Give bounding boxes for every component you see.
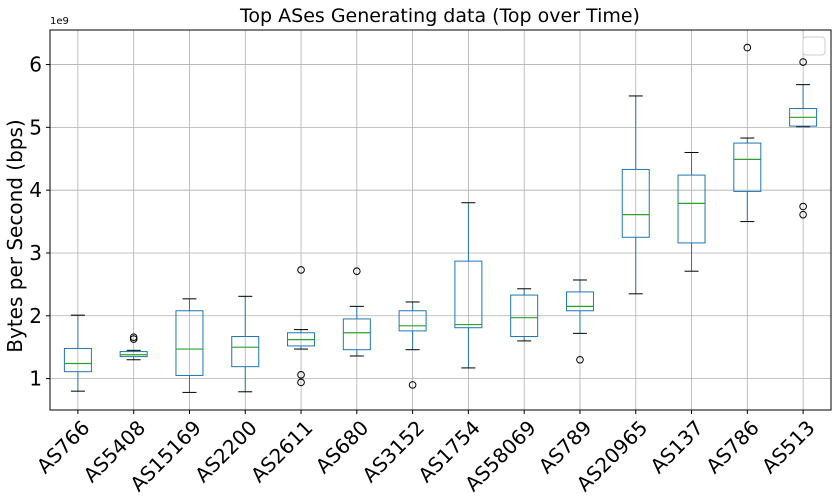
y-axis-offset: 1e9 bbox=[50, 16, 69, 27]
y-axis-label: Bytes per Second (bps) bbox=[3, 119, 27, 352]
box-iqr bbox=[231, 336, 260, 368]
box-iqr bbox=[63, 347, 92, 373]
box-AS5408 bbox=[119, 333, 148, 361]
x-tick-label: AS137 bbox=[645, 416, 708, 479]
outlier-point bbox=[129, 335, 138, 343]
box-AS58069 bbox=[510, 288, 539, 342]
box-iqr bbox=[510, 294, 539, 338]
boxes-layer bbox=[63, 43, 818, 393]
box-iqr bbox=[119, 351, 148, 358]
box-iqr bbox=[621, 168, 650, 238]
box-AS1754 bbox=[454, 202, 483, 369]
grid-lines bbox=[50, 30, 831, 410]
x-tick-label: AS2611 bbox=[246, 416, 318, 488]
outlier-point bbox=[297, 378, 305, 387]
plot-frame bbox=[49, 29, 832, 411]
ticks-layer: 123456AS766AS5408AS15169AS2200AS2611AS68… bbox=[29, 53, 819, 497]
box-iqr bbox=[175, 310, 204, 376]
outlier-point bbox=[743, 43, 752, 52]
box-iqr bbox=[398, 310, 427, 332]
outlier-point bbox=[408, 381, 417, 389]
box-iqr bbox=[342, 318, 371, 351]
box-AS137 bbox=[677, 151, 706, 272]
outlier-point bbox=[353, 267, 361, 275]
box-AS789 bbox=[565, 279, 594, 364]
chart-title: Top ASes Generating data (Top over Time) bbox=[239, 5, 640, 27]
box-iqr bbox=[677, 174, 706, 244]
y-tick-label: 4 bbox=[29, 178, 42, 202]
box-AS2611 bbox=[287, 266, 316, 387]
y-tick-label: 5 bbox=[29, 115, 42, 139]
box-AS766 bbox=[63, 314, 92, 392]
box-AS513 bbox=[789, 58, 818, 219]
outlier-point bbox=[129, 333, 138, 341]
y-tick-label: 3 bbox=[29, 241, 42, 265]
outlier-point bbox=[799, 58, 807, 66]
y-tick-label: 2 bbox=[29, 304, 42, 328]
y-tick-label: 6 bbox=[29, 53, 42, 77]
box-AS680 bbox=[342, 267, 371, 357]
outlier-point bbox=[799, 202, 807, 211]
outlier-point bbox=[576, 355, 584, 364]
legend-box bbox=[802, 36, 826, 56]
box-AS3152 bbox=[398, 301, 427, 389]
box-iqr bbox=[733, 142, 762, 192]
box-AS20965 bbox=[621, 95, 650, 295]
outlier-point bbox=[297, 371, 305, 379]
y-tick-label: 1 bbox=[29, 367, 42, 391]
box-AS2200 bbox=[231, 295, 260, 393]
outlier-point bbox=[297, 266, 305, 274]
box-iqr bbox=[565, 291, 594, 312]
box-AS786 bbox=[733, 43, 762, 223]
x-tick-label: AS513 bbox=[757, 416, 820, 479]
outlier-point bbox=[799, 210, 807, 219]
box-AS15169 bbox=[175, 298, 204, 393]
x-tick-label: AS786 bbox=[701, 416, 764, 479]
box-iqr bbox=[454, 260, 483, 329]
